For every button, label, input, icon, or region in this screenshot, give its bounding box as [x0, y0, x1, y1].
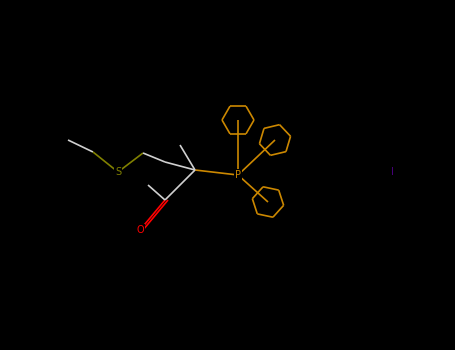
Text: I: I [390, 167, 394, 177]
Text: O: O [136, 225, 144, 235]
Text: P: P [235, 170, 241, 180]
Text: S: S [115, 167, 121, 177]
